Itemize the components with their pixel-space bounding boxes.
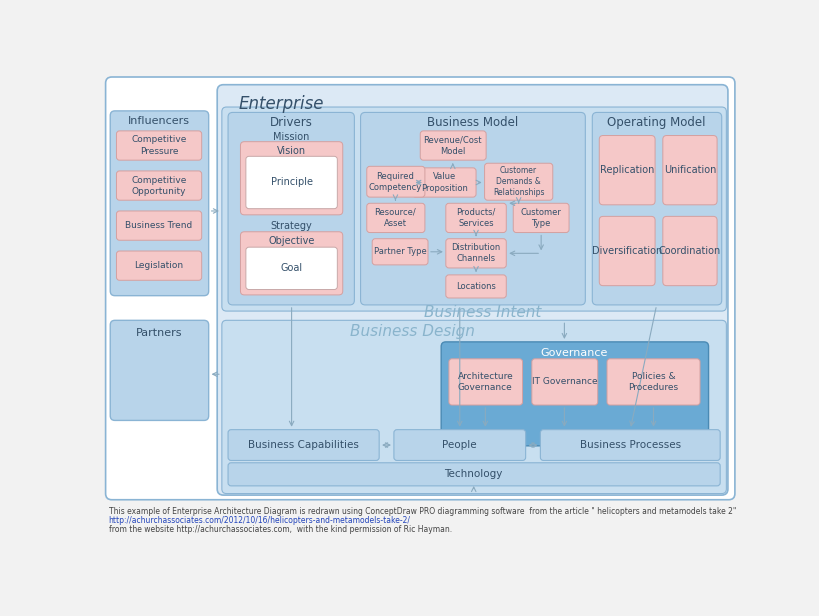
FancyBboxPatch shape — [106, 77, 734, 500]
Text: Competitive
Pressure: Competitive Pressure — [131, 136, 187, 156]
FancyBboxPatch shape — [217, 84, 727, 495]
Text: Partners: Partners — [136, 328, 182, 338]
Text: Competitive
Opportunity: Competitive Opportunity — [131, 176, 187, 196]
FancyBboxPatch shape — [240, 232, 342, 295]
FancyBboxPatch shape — [116, 211, 201, 240]
Text: Value
Proposition: Value Proposition — [420, 172, 467, 193]
FancyBboxPatch shape — [222, 320, 726, 493]
Text: Operating Model: Operating Model — [607, 116, 705, 129]
Text: Legislation: Legislation — [134, 261, 183, 270]
FancyBboxPatch shape — [228, 430, 378, 461]
FancyBboxPatch shape — [599, 136, 654, 205]
Text: Business Trend: Business Trend — [125, 221, 192, 230]
Text: Drivers: Drivers — [269, 116, 313, 129]
Text: Principle: Principle — [270, 177, 312, 187]
FancyBboxPatch shape — [446, 238, 505, 268]
Text: Goal: Goal — [280, 263, 302, 273]
FancyBboxPatch shape — [222, 107, 726, 311]
FancyBboxPatch shape — [360, 112, 585, 305]
Text: Diversification: Diversification — [591, 246, 662, 256]
FancyBboxPatch shape — [246, 156, 337, 209]
Text: Customer
Demands &
Relationships: Customer Demands & Relationships — [492, 166, 544, 197]
FancyBboxPatch shape — [110, 111, 208, 296]
Text: Policies &
Procedures: Policies & Procedures — [627, 372, 678, 392]
Text: Influencers: Influencers — [128, 116, 190, 126]
FancyBboxPatch shape — [116, 171, 201, 200]
Text: Partner Type: Partner Type — [373, 247, 426, 256]
FancyBboxPatch shape — [366, 166, 424, 197]
FancyBboxPatch shape — [599, 216, 654, 286]
FancyBboxPatch shape — [420, 131, 486, 160]
Text: Vision: Vision — [277, 146, 305, 156]
Text: Objective: Objective — [268, 236, 314, 246]
Text: Revenue/Cost
Model: Revenue/Cost Model — [423, 136, 482, 156]
Text: Replication: Replication — [600, 165, 654, 175]
FancyBboxPatch shape — [393, 430, 525, 461]
Text: Products/
Services: Products/ Services — [456, 208, 495, 228]
Text: Business Processes: Business Processes — [579, 440, 680, 450]
FancyBboxPatch shape — [116, 131, 201, 160]
FancyBboxPatch shape — [446, 275, 505, 298]
Text: Technology: Technology — [444, 469, 502, 479]
Text: Locations: Locations — [455, 282, 495, 291]
Text: Required
Competency: Required Competency — [369, 172, 422, 192]
Text: Enterprise: Enterprise — [238, 95, 324, 113]
Text: from the website http://achurchassociates.com,  with the kind permission of Ric : from the website http://achurchassociate… — [109, 525, 451, 534]
Text: Strategy: Strategy — [270, 221, 312, 232]
FancyBboxPatch shape — [448, 359, 522, 405]
FancyBboxPatch shape — [412, 168, 476, 197]
FancyBboxPatch shape — [240, 142, 342, 215]
Text: Distribution
Channels: Distribution Channels — [451, 243, 500, 264]
FancyBboxPatch shape — [513, 203, 568, 232]
Text: Business Intent: Business Intent — [423, 305, 541, 320]
Text: Coordination: Coordination — [658, 246, 720, 256]
FancyBboxPatch shape — [540, 430, 719, 461]
FancyBboxPatch shape — [228, 112, 354, 305]
FancyBboxPatch shape — [246, 247, 337, 290]
Text: Business Capabilities: Business Capabilities — [247, 440, 358, 450]
FancyBboxPatch shape — [366, 203, 424, 232]
FancyBboxPatch shape — [228, 463, 719, 486]
Text: Architecture
Governance: Architecture Governance — [457, 372, 513, 392]
Text: Unification: Unification — [663, 165, 715, 175]
FancyBboxPatch shape — [662, 216, 716, 286]
FancyBboxPatch shape — [662, 136, 716, 205]
Text: Governance: Governance — [540, 347, 608, 358]
FancyBboxPatch shape — [591, 112, 721, 305]
FancyBboxPatch shape — [484, 163, 552, 200]
FancyBboxPatch shape — [110, 320, 208, 420]
Text: This example of Enterprise Architecture Diagram is redrawn using ConceptDraw PRO: This example of Enterprise Architecture … — [109, 506, 735, 516]
FancyBboxPatch shape — [446, 203, 505, 232]
Text: Customer
Type: Customer Type — [520, 208, 561, 228]
Text: Business Model: Business Model — [427, 116, 518, 129]
Text: IT Governance: IT Governance — [531, 378, 596, 386]
FancyBboxPatch shape — [441, 342, 708, 446]
FancyBboxPatch shape — [372, 238, 428, 265]
Text: People: People — [442, 440, 477, 450]
Text: Resource/
Asset: Resource/ Asset — [374, 208, 416, 228]
Text: Business Design: Business Design — [350, 325, 474, 339]
FancyBboxPatch shape — [606, 359, 699, 405]
FancyBboxPatch shape — [116, 251, 201, 280]
Text: Mission: Mission — [273, 132, 310, 142]
Text: http://achurchassociates.com/2012/10/16/helicopters-and-metamodels-take-2/: http://achurchassociates.com/2012/10/16/… — [109, 516, 410, 525]
FancyBboxPatch shape — [532, 359, 597, 405]
